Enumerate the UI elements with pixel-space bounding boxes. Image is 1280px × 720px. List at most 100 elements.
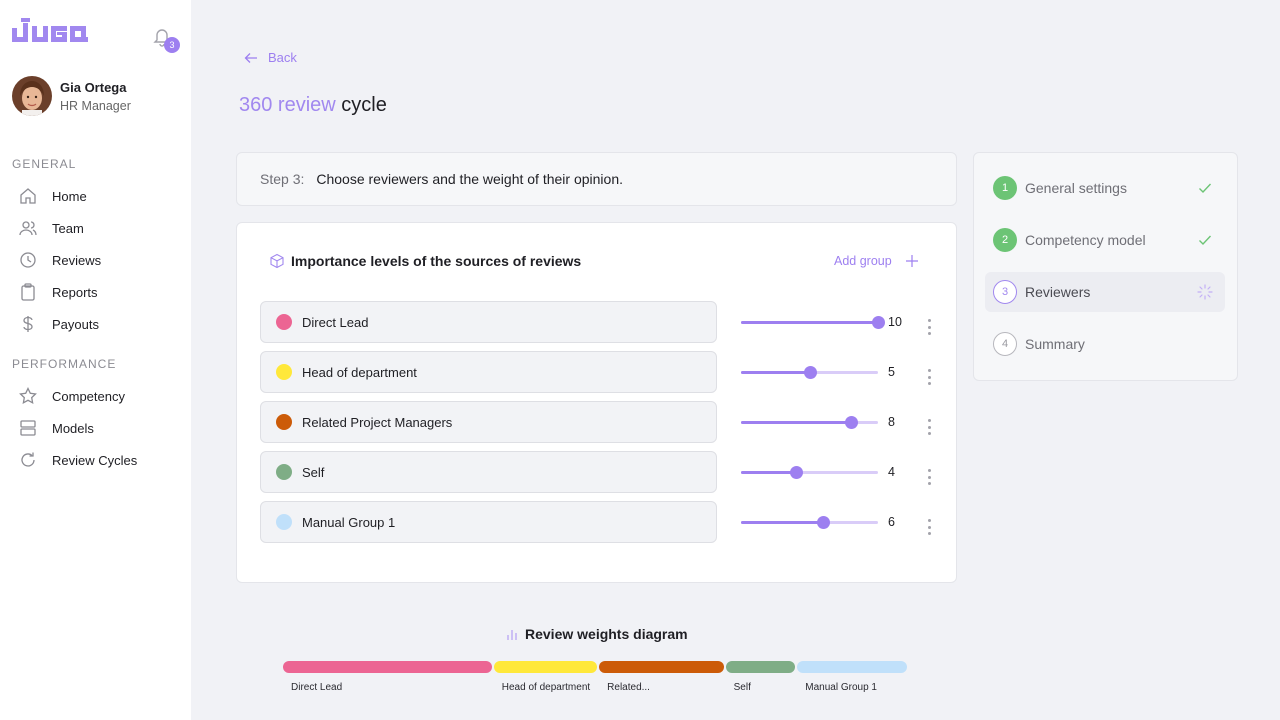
weight-slider[interactable] bbox=[741, 516, 878, 529]
more-options-icon[interactable] bbox=[923, 419, 935, 435]
weight-slider[interactable] bbox=[741, 316, 885, 329]
slider-thumb[interactable] bbox=[872, 316, 885, 329]
step-label: Reviewers bbox=[1025, 284, 1091, 300]
diagram-segment[interactable] bbox=[599, 661, 724, 673]
reviewer-group-row: Manual Group 1 6 bbox=[260, 501, 941, 543]
reviewer-group-field[interactable]: Direct Lead bbox=[260, 301, 717, 343]
refresh-icon bbox=[18, 450, 38, 470]
weight-slider[interactable] bbox=[741, 466, 878, 479]
weight-slider[interactable] bbox=[741, 366, 878, 379]
home-icon bbox=[18, 186, 38, 206]
back-label: Back bbox=[268, 50, 297, 65]
weight-value: 4 bbox=[888, 465, 895, 479]
reviewer-group-field[interactable]: Head of department bbox=[260, 351, 717, 393]
reviewer-group-row: Self 4 bbox=[260, 451, 941, 493]
cube-icon bbox=[270, 253, 284, 269]
sidebar-item-reports[interactable]: Reports bbox=[18, 280, 178, 304]
user-name: Gia Ortega bbox=[60, 80, 127, 95]
step-circle: 2 bbox=[993, 228, 1017, 252]
slider-thumb[interactable] bbox=[844, 416, 858, 429]
step-number: Step 3: bbox=[260, 171, 305, 187]
step-label: General settings bbox=[1025, 180, 1127, 196]
weight-value: 6 bbox=[888, 515, 895, 529]
step-item-summary[interactable]: 4 Summary bbox=[985, 324, 1225, 364]
group-color-dot bbox=[276, 464, 292, 480]
sidebar-item-models[interactable]: Models bbox=[18, 416, 178, 440]
reviewer-group-field[interactable]: Self bbox=[260, 451, 717, 493]
sidebar-item-label: Review Cycles bbox=[52, 452, 138, 468]
notification-badge: 3 bbox=[164, 37, 180, 53]
clipboard-icon bbox=[18, 282, 38, 302]
group-label: Manual Group 1 bbox=[302, 514, 396, 530]
step-circle: 3 bbox=[993, 280, 1017, 304]
stack-icon bbox=[18, 418, 38, 438]
diagram-segment[interactable] bbox=[725, 661, 796, 673]
more-options-icon[interactable] bbox=[923, 469, 935, 485]
diagram-segment-label: Direct Lead bbox=[291, 682, 343, 693]
importance-title: Importance levels of the sources of revi… bbox=[291, 253, 582, 269]
slider-thumb[interactable] bbox=[803, 366, 817, 379]
step-card: Step 3: Choose reviewers and the weight … bbox=[236, 152, 957, 206]
reviewer-group-row: Related Project Managers 8 bbox=[260, 401, 941, 443]
reviewer-group-field[interactable]: Manual Group 1 bbox=[260, 501, 717, 543]
importance-card: Importance levels of the sources of revi… bbox=[236, 222, 957, 583]
back-link[interactable]: Back bbox=[244, 50, 297, 65]
reviewer-group-row: Head of department 5 bbox=[260, 351, 941, 393]
sidebar-item-team[interactable]: Team bbox=[18, 216, 178, 240]
slider-fill bbox=[741, 321, 878, 324]
sidebar-item-competency[interactable]: Competency bbox=[18, 384, 178, 408]
slider-thumb[interactable] bbox=[817, 516, 831, 529]
page-title-rest: cycle bbox=[341, 94, 387, 116]
diagram-segment-label: Manual Group 1 bbox=[805, 682, 877, 693]
reviewer-group-row: Direct Lead 10 bbox=[260, 301, 941, 343]
clock-icon bbox=[18, 250, 38, 270]
group-color-dot bbox=[276, 514, 292, 530]
step-item-reviewers[interactable]: 3 Reviewers bbox=[985, 272, 1225, 312]
diagram-segment-label: Head of department bbox=[501, 682, 591, 693]
sidebar-item-label: Home bbox=[52, 188, 87, 204]
more-options-icon[interactable] bbox=[923, 319, 935, 335]
weight-value: 10 bbox=[888, 315, 902, 329]
diagram-segment[interactable] bbox=[797, 661, 907, 673]
add-group-label: Add group bbox=[834, 254, 892, 268]
weight-slider[interactable] bbox=[741, 416, 878, 429]
sidebar-item-home[interactable]: Home bbox=[18, 184, 178, 208]
group-color-dot bbox=[276, 314, 292, 330]
weight-value: 5 bbox=[888, 365, 895, 379]
slider-thumb[interactable] bbox=[789, 466, 803, 479]
step-circle: 4 bbox=[993, 332, 1017, 356]
team-icon bbox=[18, 218, 38, 238]
steps-panel: 1 General settings 2 Competency model 3 … bbox=[973, 152, 1238, 381]
sidebar-item-review-cycles[interactable]: Review Cycles bbox=[18, 448, 178, 472]
group-color-dot bbox=[276, 414, 292, 430]
step-item-competency-model[interactable]: 2 Competency model bbox=[985, 220, 1225, 260]
more-options-icon[interactable] bbox=[923, 369, 935, 385]
group-label: Head of department bbox=[302, 364, 417, 380]
avatar[interactable] bbox=[12, 76, 52, 116]
arrow-left-icon bbox=[244, 52, 257, 63]
importance-heading: Importance levels of the sources of revi… bbox=[269, 253, 581, 269]
more-options-icon[interactable] bbox=[923, 519, 935, 535]
sidebar-item-reviews[interactable]: Reviews bbox=[18, 248, 178, 272]
slider-fill bbox=[741, 471, 796, 474]
diagram-segment[interactable] bbox=[493, 661, 598, 673]
diagram-title-text: Review weights diagram bbox=[525, 626, 688, 642]
sidebar: 3 Gia Ortega HR Manager GENERAL Home Tea… bbox=[0, 0, 191, 720]
app-logo[interactable] bbox=[12, 18, 88, 46]
sidebar-item-label: Reviews bbox=[52, 252, 102, 268]
section-label-general: GENERAL bbox=[12, 157, 77, 171]
step-text: Choose reviewers and the weight of their… bbox=[316, 171, 624, 187]
add-group-button[interactable]: Add group bbox=[834, 254, 918, 268]
diagram-segment-label: Related... bbox=[607, 682, 650, 693]
slider-fill bbox=[741, 371, 810, 374]
reviewer-group-field[interactable]: Related Project Managers bbox=[260, 401, 717, 443]
sidebar-item-label: Competency bbox=[52, 388, 125, 404]
step-item-general-settings[interactable]: 1 General settings bbox=[985, 168, 1225, 208]
check-icon bbox=[1199, 183, 1212, 194]
sidebar-item-payouts[interactable]: Payouts bbox=[18, 312, 178, 336]
group-label: Direct Lead bbox=[302, 314, 369, 330]
group-label: Related Project Managers bbox=[302, 414, 453, 430]
dollar-icon bbox=[18, 314, 38, 334]
diagram-segment[interactable] bbox=[283, 661, 492, 673]
slider-fill bbox=[741, 521, 824, 524]
